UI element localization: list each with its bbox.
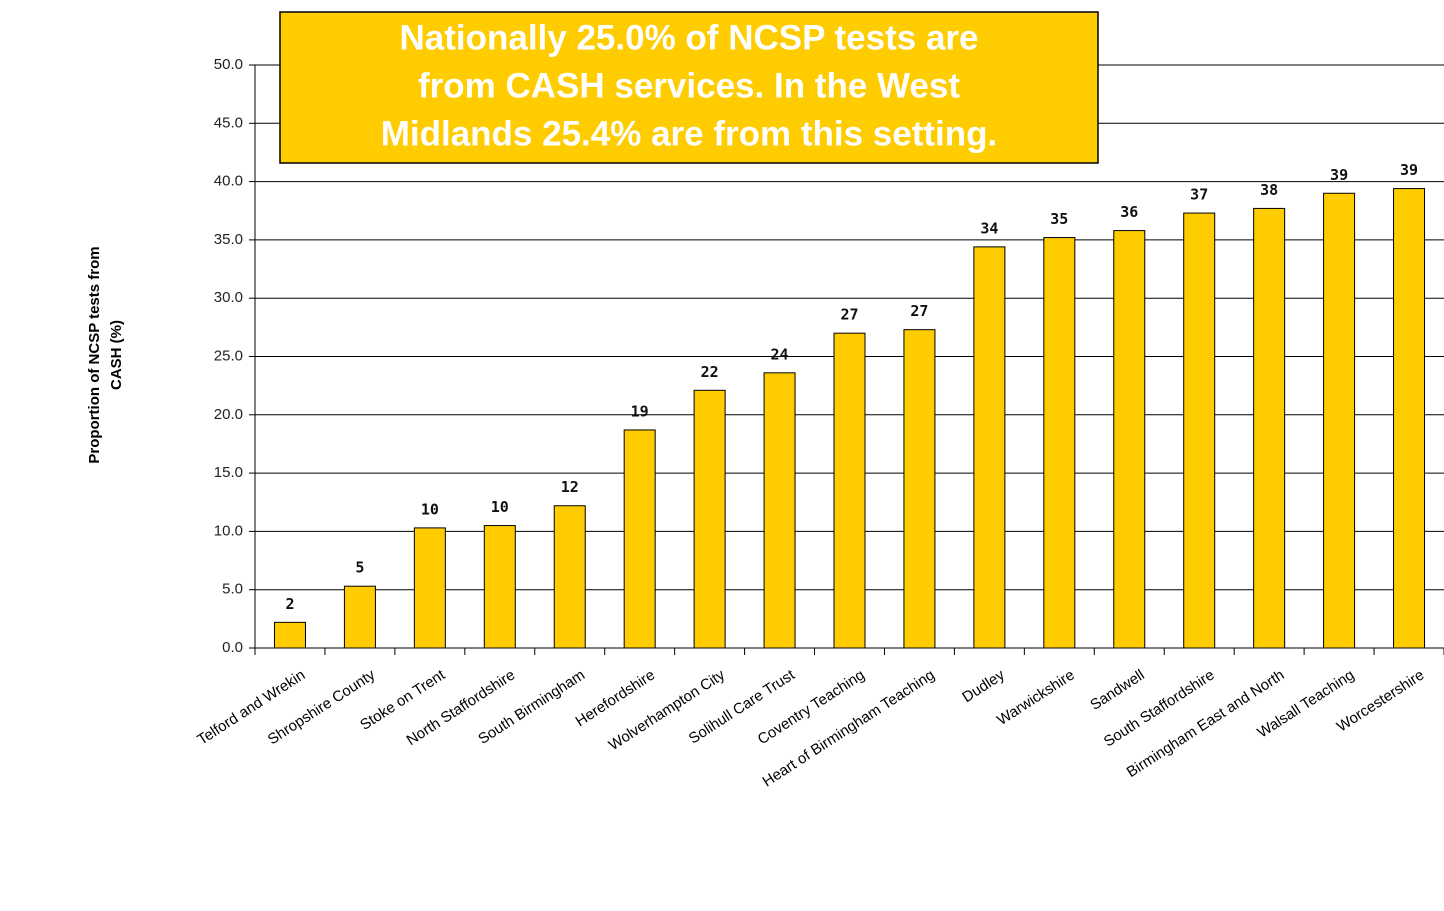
y-tick-label: 25.0 [214, 347, 243, 364]
bar [1393, 188, 1426, 649]
y-tick-label: 30.0 [214, 289, 243, 306]
bar [973, 246, 1006, 649]
value-label: 22 [701, 363, 719, 381]
annotation-text: Nationally 25.0% of NCSP tests are [399, 18, 978, 57]
x-tick-label: Wolverhampton City [606, 666, 729, 754]
bar [273, 621, 306, 649]
bar [1113, 230, 1146, 649]
value-label: 19 [631, 402, 649, 420]
bar [483, 525, 516, 649]
y-tick-label: 10.0 [214, 522, 243, 539]
y-axis-label: CASH (%) [108, 320, 125, 390]
bar [833, 332, 866, 649]
y-tick-label: 20.0 [214, 406, 243, 423]
value-label: 27 [840, 306, 858, 324]
value-label: 39 [1330, 166, 1348, 184]
annotation-box [279, 11, 1099, 164]
bar [343, 585, 376, 649]
value-label: 34 [980, 219, 998, 237]
value-label: 38 [1260, 181, 1278, 199]
annotation-text: from CASH services. In the West [418, 66, 960, 105]
x-tick-label: Dudley [959, 666, 1008, 706]
bar [413, 527, 446, 649]
bar [1253, 207, 1286, 649]
y-tick-label: 35.0 [214, 231, 243, 248]
value-label: 35 [1050, 210, 1068, 228]
value-label: 12 [561, 478, 579, 496]
value-label: 27 [910, 302, 928, 320]
y-tick-label: 40.0 [214, 173, 243, 190]
annotation-text: Midlands 25.4% are from this setting. [381, 114, 998, 153]
bar [553, 505, 586, 649]
value-label: 24 [771, 345, 789, 363]
y-axis-label: Proportion of NCSP tests from [86, 246, 103, 463]
value-label: 10 [421, 500, 439, 518]
value-label: 10 [491, 498, 509, 516]
value-label: 39 [1400, 161, 1418, 179]
x-tick-label: Sandwell [1087, 666, 1147, 713]
bar [1043, 237, 1076, 649]
value-label: 37 [1190, 186, 1208, 204]
value-label: 5 [355, 559, 364, 577]
bar [1323, 192, 1356, 649]
y-tick-label: 0.0 [222, 639, 243, 656]
y-tick-label: 45.0 [214, 114, 243, 131]
bar [623, 429, 656, 649]
value-label: 2 [285, 595, 294, 613]
bar [693, 389, 726, 649]
bar [763, 372, 796, 649]
y-tick-label: 15.0 [214, 464, 243, 481]
bar [903, 329, 936, 649]
x-tick-label: Warwickshire [994, 666, 1078, 729]
y-tick-label: 50.0 [214, 56, 243, 73]
bar [1183, 212, 1216, 649]
y-tick-label: 5.0 [222, 581, 243, 598]
value-label: 36 [1120, 203, 1138, 221]
